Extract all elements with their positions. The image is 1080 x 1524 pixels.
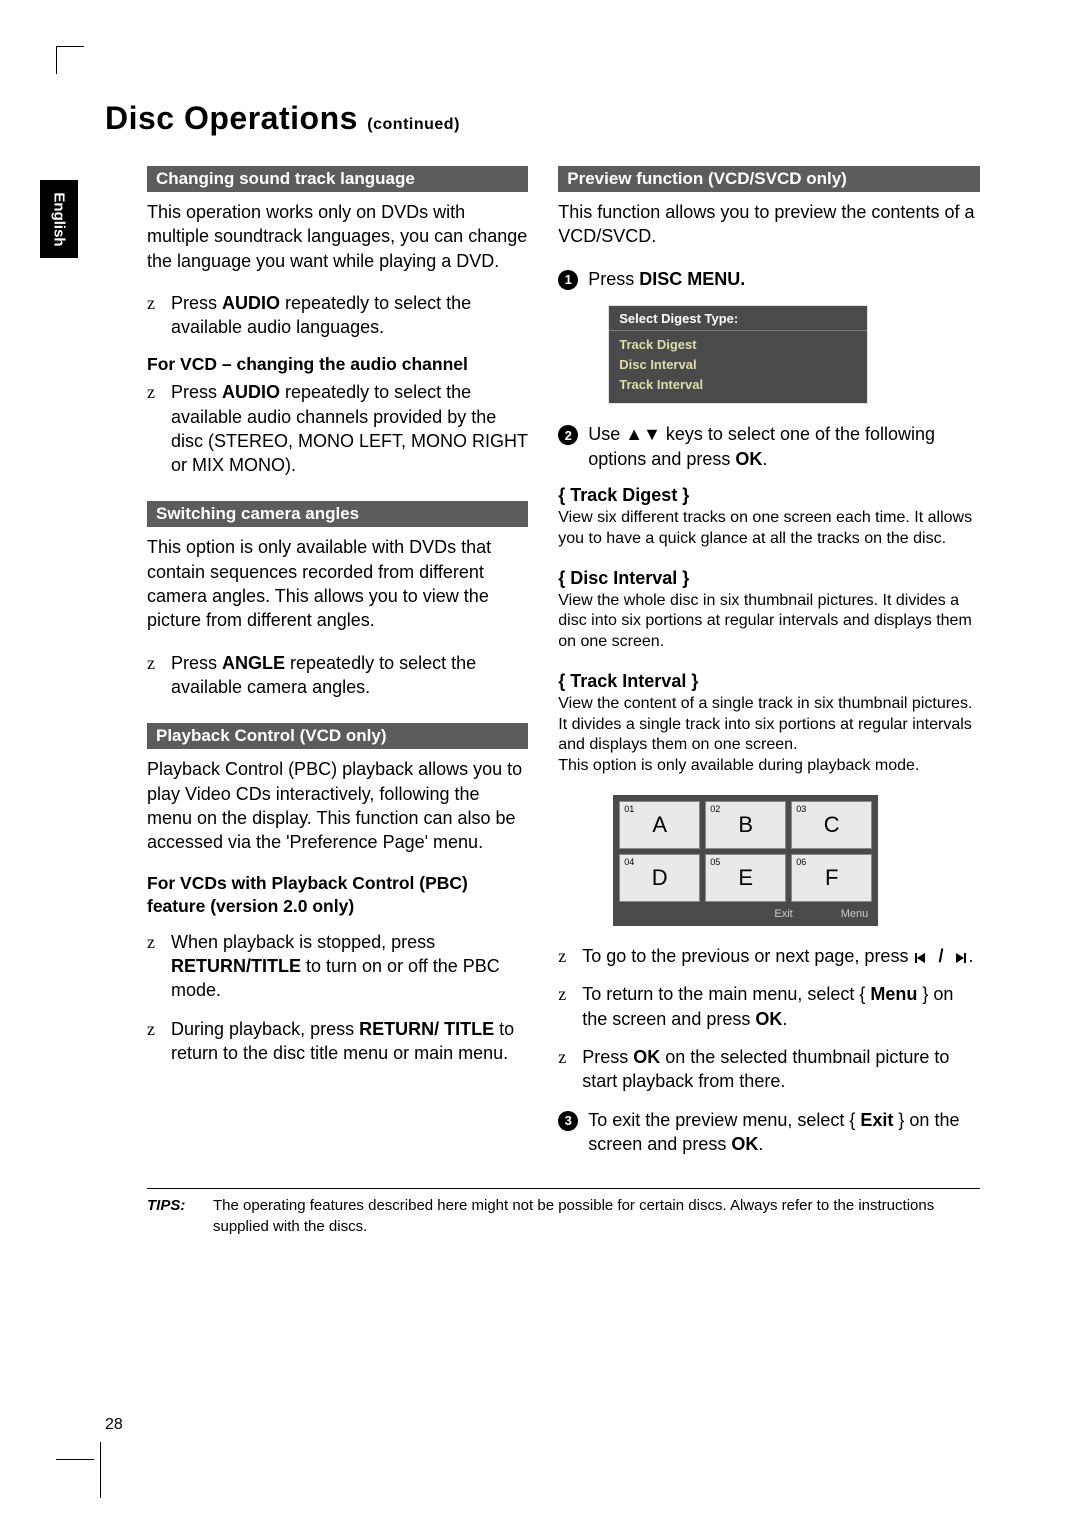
language-tab: English	[40, 180, 78, 258]
osd-digest-menu: Select Digest Type: Track Digest Disc In…	[608, 305, 868, 404]
bullet-item: z Press AUDIO repeatedly to select the a…	[147, 291, 528, 340]
option-text: View six different tracks on one screen …	[558, 508, 980, 550]
paragraph: This function allows you to preview the …	[558, 200, 980, 249]
menu-label: Menu	[841, 908, 869, 920]
option-heading: { Track Interval }	[558, 671, 980, 692]
bullet-text: Press AUDIO repeatedly to select the ava…	[171, 291, 528, 340]
tips-label: TIPS:	[147, 1195, 201, 1237]
step-number-icon: 2	[558, 425, 578, 445]
bullet-icon: z	[147, 1017, 161, 1066]
bullet-icon: z	[558, 944, 572, 968]
thumb-letter: E	[738, 865, 753, 891]
thumb-number: 05	[710, 857, 720, 867]
bullet-text: Press OK on the selected thumbnail pictu…	[582, 1045, 980, 1094]
bullet-icon: z	[147, 651, 161, 700]
paragraph: This operation works only on DVDs with m…	[147, 200, 528, 273]
thumbnail-cell: 01 A	[619, 801, 700, 849]
bullet-text: When playback is stopped, press RETURN/T…	[171, 930, 528, 1003]
bullet-icon: z	[558, 982, 572, 1031]
thumbnail-cell: 05 E	[705, 854, 786, 902]
bullet-item: z During playback, press RETURN/ TITLE t…	[147, 1017, 528, 1066]
option-heading: { Track Digest }	[558, 485, 980, 506]
bullet-text: During playback, press RETURN/ TITLE to …	[171, 1017, 528, 1066]
thumbnail-grid-panel: 01 A 02 B 03 C 04 D 05 E 06 F Exit Menu	[613, 795, 878, 926]
sub-heading: For VCD – changing the audio channel	[147, 353, 528, 376]
step-text: Press DISC MENU.	[588, 267, 745, 291]
page-number: 28	[105, 1416, 123, 1434]
step-text: Use ▲▼ keys to select one of the followi…	[588, 422, 980, 471]
left-column: Changing sound track language This opera…	[105, 162, 528, 1160]
thumbnail-cell: 06 F	[791, 854, 872, 902]
thumb-number: 04	[624, 857, 634, 867]
thumb-letter: D	[652, 865, 668, 891]
osd-item: Track Digest	[619, 335, 857, 355]
bullet-icon: z	[147, 930, 161, 1003]
title-main: Disc Operations	[105, 100, 358, 136]
crop-mark	[56, 1459, 94, 1460]
thumbnail-footer: Exit Menu	[619, 906, 872, 920]
option-text: This option is only available during pla…	[558, 756, 980, 777]
thumbnail-cell: 04 D	[619, 854, 700, 902]
thumb-number: 01	[624, 804, 634, 814]
option-text: View the whole disc in six thumbnail pic…	[558, 591, 980, 653]
bullet-text: Press AUDIO repeatedly to select the ava…	[171, 380, 528, 477]
page-title: Disc Operations (continued)	[105, 100, 980, 137]
bullet-icon: z	[558, 1045, 572, 1094]
bullet-text: To go to the previous or next page, pres…	[582, 944, 973, 968]
section-heading: Playback Control (VCD only)	[147, 723, 528, 749]
bullet-icon: z	[147, 380, 161, 477]
sub-heading: For VCDs with Playback Control (PBC) fea…	[147, 872, 528, 918]
bullet-text: To return to the main menu, select { Men…	[582, 982, 980, 1031]
thumb-letter: A	[652, 812, 667, 838]
crop-mark	[56, 46, 84, 74]
prev-next-icon: /	[913, 946, 968, 966]
thumbnail-cell: 03 C	[791, 801, 872, 849]
osd-item: Track Interval	[619, 375, 857, 395]
section-heading: Preview function (VCD/SVCD only)	[558, 166, 980, 192]
language-tab-label: English	[51, 192, 68, 246]
bullet-text: Press ANGLE repeatedly to select the ava…	[171, 651, 528, 700]
osd-item: Disc Interval	[619, 355, 857, 375]
thumb-letter: C	[824, 812, 840, 838]
step-number-icon: 3	[558, 1111, 578, 1131]
thumb-number: 06	[796, 857, 806, 867]
right-column: Preview function (VCD/SVCD only) This fu…	[558, 162, 980, 1160]
thumbnail-cell: 02 B	[705, 801, 786, 849]
section-heading: Switching camera angles	[147, 501, 528, 527]
thumb-letter: B	[738, 812, 753, 838]
osd-title: Select Digest Type:	[609, 306, 867, 331]
osd-body: Track Digest Disc Interval Track Interva…	[609, 331, 867, 403]
bullet-item: z To go to the previous or next page, pr…	[558, 944, 980, 968]
section-heading: Changing sound track language	[147, 166, 528, 192]
paragraph: This option is only available with DVDs …	[147, 535, 528, 632]
paragraph: Playback Control (PBC) playback allows y…	[147, 757, 528, 854]
title-continued: (continued)	[367, 116, 460, 133]
tips-block: TIPS: The operating features described h…	[147, 1188, 980, 1237]
bullet-item: z Press AUDIO repeatedly to select the a…	[147, 380, 528, 477]
bullet-icon: z	[147, 291, 161, 340]
thumb-number: 03	[796, 804, 806, 814]
bullet-item: z Press ANGLE repeatedly to select the a…	[147, 651, 528, 700]
step-item: 3 To exit the preview menu, select { Exi…	[558, 1108, 980, 1157]
bullet-item: z When playback is stopped, press RETURN…	[147, 930, 528, 1003]
tips-text: The operating features described here mi…	[213, 1195, 980, 1237]
crop-mark	[100, 1442, 101, 1498]
exit-label: Exit	[774, 908, 792, 920]
step-text: To exit the preview menu, select { Exit …	[588, 1108, 980, 1157]
option-text: View the content of a single track in si…	[558, 694, 980, 756]
up-down-arrows-icon: ▲▼	[625, 424, 661, 444]
thumb-letter: F	[825, 865, 838, 891]
step-item: 2 Use ▲▼ keys to select one of the follo…	[558, 422, 980, 471]
bullet-item: z Press OK on the selected thumbnail pic…	[558, 1045, 980, 1094]
option-heading: { Disc Interval }	[558, 568, 980, 589]
bullet-item: z To return to the main menu, select { M…	[558, 982, 980, 1031]
step-item: 1 Press DISC MENU.	[558, 267, 980, 291]
thumb-number: 02	[710, 804, 720, 814]
step-number-icon: 1	[558, 270, 578, 290]
